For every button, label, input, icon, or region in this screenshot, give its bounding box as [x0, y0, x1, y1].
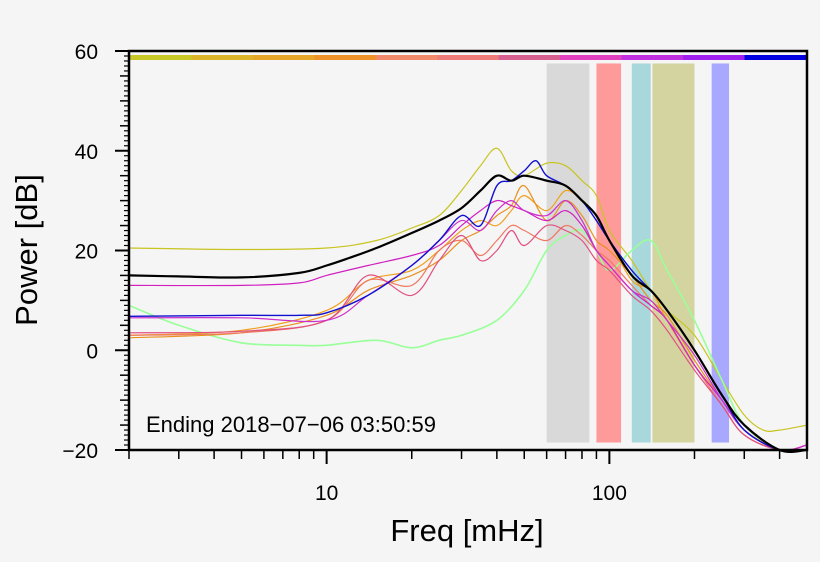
x-tick-label: 10 [315, 482, 338, 505]
top-bar-segment-2 [191, 55, 254, 60]
y-tick-label: 40 [75, 141, 98, 164]
top-bar-segment-6 [437, 55, 500, 60]
trace-pink [128, 224, 808, 451]
y-axis-title: Power [dB] [9, 174, 44, 326]
trace-black-mean [128, 174, 808, 453]
top-bar-segment-5 [375, 55, 438, 60]
top-color-bar [130, 55, 807, 60]
band-1 [546, 63, 590, 443]
band-5 [711, 63, 730, 443]
top-bar-segment-1 [130, 55, 192, 60]
x-axis-title: Freq [mHz] [390, 513, 543, 548]
data-series [128, 147, 808, 453]
top-bar-segment-7 [498, 55, 561, 60]
top-bar-segment-11 [744, 55, 807, 60]
y-tick-label: −20 [62, 440, 98, 463]
y-tick-label: 20 [75, 241, 98, 264]
top-bar-segment-4 [314, 55, 377, 60]
top-bar-segment-8 [560, 55, 623, 60]
tick-labels: 10 100 −20 0 20 40 60 [62, 41, 627, 505]
band-3 [631, 63, 651, 443]
trace-magenta-flat [128, 199, 808, 452]
annotation-label: Ending 2018−07−06 03:50:59 [146, 412, 436, 437]
y-tick-label: 60 [75, 41, 98, 64]
tick-marks [115, 50, 808, 464]
top-bar-segment-9 [621, 55, 684, 60]
y-tick-label: 0 [86, 340, 98, 363]
x-tick-label: 100 [592, 482, 627, 505]
top-bar-segment-10 [683, 55, 746, 60]
trace-green [128, 229, 808, 453]
top-bar-segment-3 [252, 55, 315, 60]
